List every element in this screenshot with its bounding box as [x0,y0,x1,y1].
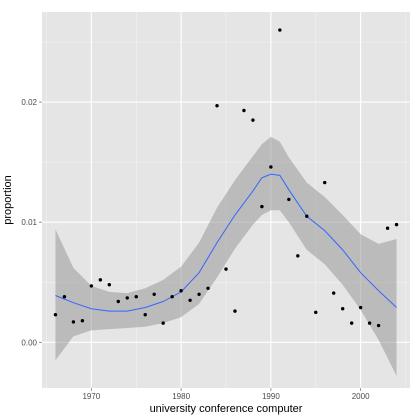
data-point [89,284,94,288]
data-point [314,310,318,315]
data-point [98,278,103,282]
data-point [323,180,327,185]
data-point [367,321,372,325]
data-point [358,305,363,310]
data-point [143,313,147,317]
data-point [206,286,210,290]
y-tick-label: 0.02 [21,98,37,107]
data-point [332,291,336,295]
data-point [71,320,76,324]
x-tick-label: 1980 [172,392,190,401]
data-point [53,313,58,317]
y-axis-title: proportion [2,175,14,225]
data-point [242,108,246,113]
data-point [278,28,282,32]
data-point [152,292,156,297]
data-point [107,282,112,287]
y-axis-ticks: 0.00 0.01 0.02 [21,98,42,347]
data-point [197,292,201,297]
data-point [80,319,85,323]
data-point [305,214,309,218]
y-tick-label: 0.00 [21,338,37,347]
data-point [340,307,345,311]
y-tick-label: 0.01 [21,218,37,227]
data-point [251,118,255,122]
data-point [269,165,273,169]
data-point [179,288,183,293]
data-point [134,295,138,299]
x-tick-label: 1990 [262,392,280,401]
data-point [296,254,300,258]
data-point [233,309,237,313]
x-axis-title: university conference computer [150,403,303,415]
data-points [53,28,399,328]
x-tick-label: 1970 [82,392,100,401]
data-point [376,323,381,328]
data-point [116,299,120,304]
x-tick-label: 2000 [352,392,370,401]
data-point [62,295,67,299]
data-point [215,103,219,108]
data-point [188,298,192,303]
smooth-line [55,173,397,312]
confidence-ribbon [55,136,397,376]
data-point [394,222,399,227]
data-point [224,267,228,271]
data-point [349,321,354,325]
data-point [161,321,165,325]
data-point [170,295,174,299]
data-point [125,296,129,300]
data-point [287,197,291,202]
x-axis-ticks: 1970 1980 1990 2000 [82,388,370,401]
data-point [385,226,390,230]
data-point [260,204,264,209]
